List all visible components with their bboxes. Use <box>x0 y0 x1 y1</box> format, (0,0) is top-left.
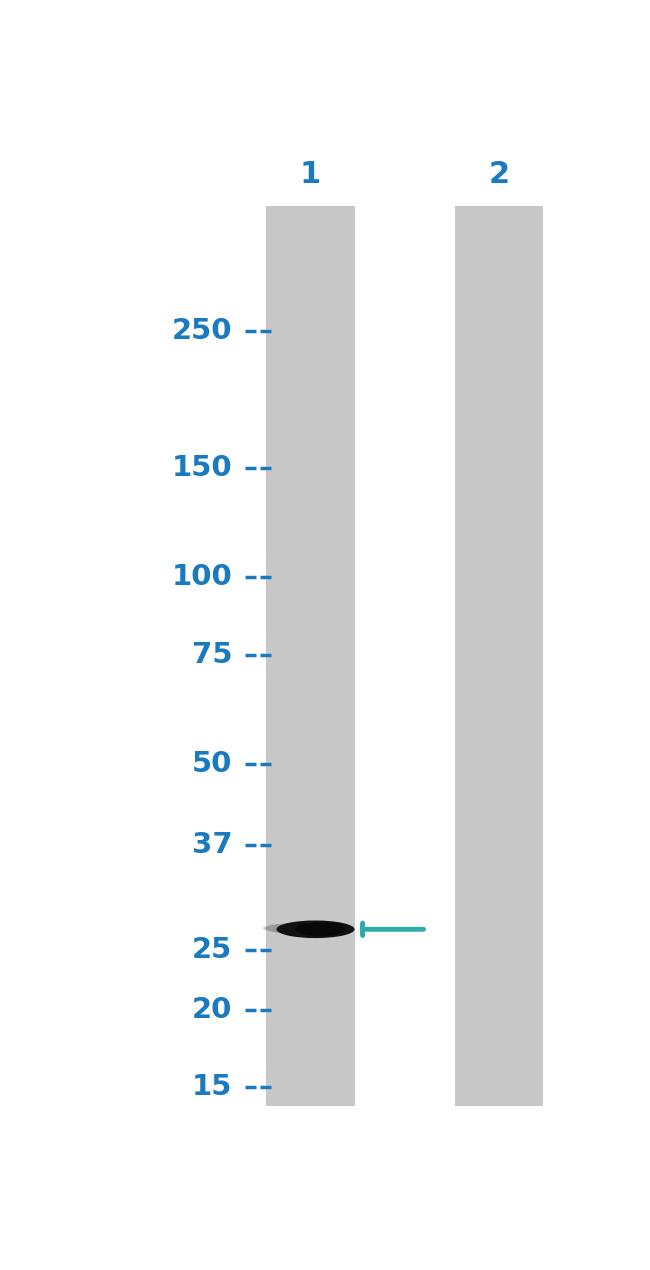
Text: 2: 2 <box>489 160 510 188</box>
Text: 20: 20 <box>192 996 233 1024</box>
Text: 100: 100 <box>172 564 233 592</box>
Ellipse shape <box>263 925 292 932</box>
Ellipse shape <box>295 922 346 936</box>
Text: 75: 75 <box>192 641 233 669</box>
Text: 25: 25 <box>192 936 233 964</box>
Text: 150: 150 <box>172 455 233 483</box>
Bar <box>455 206 543 1106</box>
Ellipse shape <box>276 921 354 939</box>
Text: 250: 250 <box>172 318 233 345</box>
Text: 15: 15 <box>192 1073 233 1101</box>
Ellipse shape <box>265 923 315 933</box>
Text: 37: 37 <box>192 831 233 859</box>
Text: 1: 1 <box>300 160 321 188</box>
Bar <box>266 206 354 1106</box>
Text: 50: 50 <box>192 749 233 777</box>
